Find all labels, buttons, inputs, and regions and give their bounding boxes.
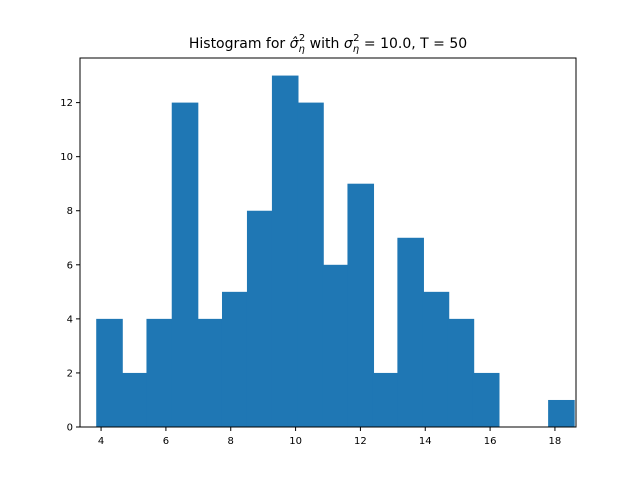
axes-frame bbox=[79, 57, 577, 428]
title-subscript-eta-2: η bbox=[353, 44, 359, 55]
histogram-bar bbox=[322, 264, 349, 427]
y-tick-label: 0 bbox=[67, 423, 73, 434]
histogram-bar bbox=[121, 372, 149, 427]
y-tick-label: 4 bbox=[67, 314, 73, 325]
x-tick-label: 8 bbox=[228, 436, 234, 447]
title-superscript-2b: 2 bbox=[353, 33, 359, 44]
x-tick-label: 12 bbox=[354, 436, 367, 447]
histogram-bar bbox=[372, 372, 399, 427]
x-tick-label: 18 bbox=[549, 436, 562, 447]
title-subscript-eta: η bbox=[299, 44, 305, 55]
chart-title: Histogram for σ̂η2 with ση2 = 10.0, T = … bbox=[189, 33, 467, 55]
histogram-bar bbox=[96, 318, 123, 427]
histogram-bar bbox=[347, 183, 375, 427]
histogram-bar bbox=[196, 318, 224, 427]
y-tick-label: 6 bbox=[67, 260, 73, 271]
histogram-bar bbox=[246, 210, 274, 427]
histogram-bar bbox=[221, 291, 249, 427]
histogram-bar bbox=[472, 372, 500, 427]
title-superscript-2: 2 bbox=[299, 33, 305, 44]
histogram-bar bbox=[146, 318, 174, 427]
histogram-bar bbox=[548, 399, 575, 427]
x-tick-label: 4 bbox=[98, 436, 104, 447]
histogram-bar bbox=[171, 102, 199, 427]
bars-group bbox=[96, 75, 575, 427]
x-tick-label: 16 bbox=[484, 436, 497, 447]
x-tick-label: 14 bbox=[419, 436, 432, 447]
histogram-bar bbox=[397, 237, 424, 427]
x-tick-label: 10 bbox=[289, 436, 302, 447]
y-tick-label: 10 bbox=[60, 152, 73, 163]
title-symbol-sigma: σ bbox=[344, 36, 354, 52]
title-symbol-sigma-hat: σ̂ bbox=[290, 36, 300, 52]
histogram-bar bbox=[447, 318, 475, 427]
histogram-bar bbox=[271, 75, 299, 427]
y-tick-label: 8 bbox=[67, 206, 73, 217]
histogram-bar bbox=[297, 102, 324, 427]
y-tick-label: 12 bbox=[60, 98, 73, 109]
histogram-bar bbox=[422, 291, 450, 427]
y-tick-label: 2 bbox=[67, 368, 73, 379]
x-tick-label: 6 bbox=[163, 436, 169, 447]
y-axis-ticks: 0 2 4 6 8 10 12 bbox=[60, 98, 80, 434]
x-axis-ticks: 4 6 8 10 12 14 16 18 bbox=[98, 427, 561, 447]
